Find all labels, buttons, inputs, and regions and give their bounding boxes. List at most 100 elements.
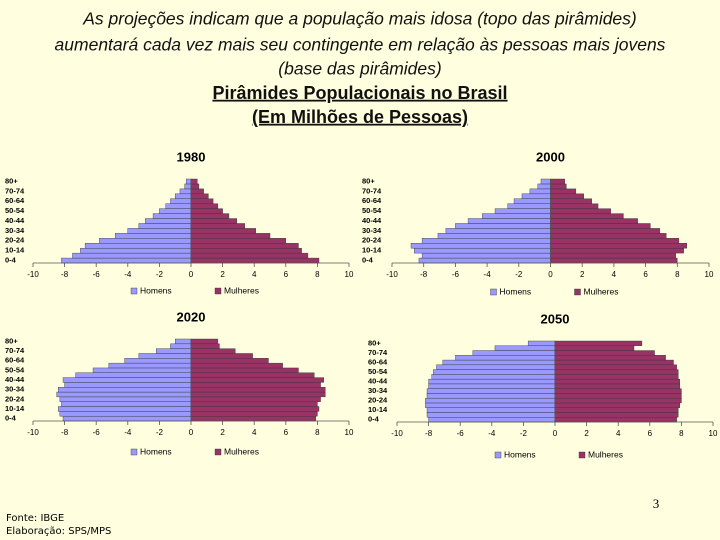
bar	[537, 183, 551, 190]
x-tick-label: 6	[643, 270, 648, 279]
y-tick-label: 70-74	[5, 346, 25, 355]
bar	[190, 387, 326, 393]
bar	[190, 198, 214, 204]
x-tick-label: 2	[584, 429, 589, 438]
bar	[190, 213, 230, 219]
legend-swatch	[490, 288, 497, 296]
x-tick-label: 10	[345, 270, 354, 279]
bar	[554, 378, 681, 385]
legend-swatch	[578, 451, 586, 459]
bar	[554, 364, 677, 370]
x-tick-label: 8	[679, 429, 684, 438]
y-tick-label: 60-64	[362, 196, 382, 205]
x-tick-label: -6	[452, 270, 460, 279]
bar	[190, 178, 198, 185]
x-tick-label: 6	[284, 428, 289, 437]
x-tick-label: -4	[488, 429, 496, 438]
bar	[92, 367, 192, 373]
bar	[554, 374, 679, 380]
bar	[428, 417, 556, 423]
bar	[550, 257, 678, 264]
bar	[507, 203, 551, 209]
bar	[445, 228, 551, 234]
source: Fonte: IBGE	[6, 513, 64, 524]
bar	[550, 193, 584, 199]
bar	[550, 203, 599, 209]
bar	[179, 188, 192, 195]
intro-line: (base das pirâmides)	[278, 59, 441, 79]
x-tick-label: 0	[548, 270, 553, 279]
bar	[550, 198, 592, 204]
bar	[190, 353, 253, 359]
legend-label: Homens	[500, 286, 532, 296]
credit: Elaboração: SPS/MPS	[6, 526, 111, 537]
y-tick-label: 50-54	[362, 206, 382, 215]
y-tick-label: 50-54	[368, 367, 388, 376]
bar	[428, 378, 556, 385]
chart-title: 1980	[177, 149, 206, 164]
bar	[190, 233, 271, 239]
x-tick-label: 4	[612, 270, 617, 279]
bar	[190, 183, 200, 190]
legend-swatch	[130, 448, 138, 456]
bar	[72, 252, 192, 259]
y-tick-label: 30-34	[362, 226, 382, 235]
x-tick-label: 2	[220, 270, 225, 279]
legend-swatch	[214, 448, 222, 456]
bar	[190, 396, 321, 402]
y-tick-label: 20-24	[362, 236, 382, 245]
y-tick-label: 40-44	[368, 376, 388, 385]
bar	[482, 213, 551, 219]
bar	[190, 238, 287, 244]
bar	[61, 257, 192, 264]
bar	[62, 415, 192, 422]
bar	[174, 193, 192, 199]
y-tick-label: 20-24	[5, 394, 25, 403]
x-tick-label: -4	[124, 270, 132, 279]
x-tick-label: 6	[648, 429, 653, 438]
bar	[554, 417, 677, 423]
y-tick-label: 0-4	[362, 256, 374, 265]
bar	[554, 407, 679, 413]
y-tick-label: 20-24	[5, 236, 25, 245]
bar	[144, 218, 192, 224]
legend-swatch	[130, 287, 138, 295]
y-tick-label: 80+	[368, 338, 381, 347]
bar	[190, 377, 324, 383]
y-tick-label: 40-44	[362, 216, 382, 225]
bar	[494, 208, 551, 214]
x-tick-label: 0	[189, 270, 194, 279]
bar	[190, 228, 256, 234]
bar	[190, 257, 320, 264]
bar	[540, 178, 551, 185]
bar	[431, 374, 556, 380]
y-tick-label: 10-14	[362, 246, 382, 255]
bar	[190, 358, 269, 364]
bar	[190, 193, 209, 199]
y-tick-label: 60-64	[5, 196, 25, 205]
x-tick-label: -2	[156, 270, 164, 279]
x-tick-label: -2	[515, 270, 523, 279]
bar	[184, 183, 192, 190]
bar	[436, 364, 556, 370]
legend-swatch	[494, 451, 502, 459]
bar	[56, 391, 192, 398]
bar	[550, 188, 577, 195]
bar	[554, 412, 679, 418]
bar	[190, 188, 204, 195]
bar	[99, 238, 192, 244]
bar	[170, 343, 192, 349]
bar	[413, 247, 551, 254]
bar	[174, 338, 192, 345]
x-tick-label: 2	[580, 270, 585, 279]
bar	[550, 247, 684, 254]
x-tick-label: -6	[93, 428, 101, 437]
bar	[550, 243, 688, 249]
bar	[467, 218, 551, 224]
x-tick-label: -8	[425, 429, 433, 438]
bar	[190, 252, 309, 259]
bar	[159, 208, 192, 214]
x-tick-label: 4	[252, 270, 257, 279]
bar	[58, 387, 192, 393]
x-tick-label: 6	[284, 270, 289, 279]
